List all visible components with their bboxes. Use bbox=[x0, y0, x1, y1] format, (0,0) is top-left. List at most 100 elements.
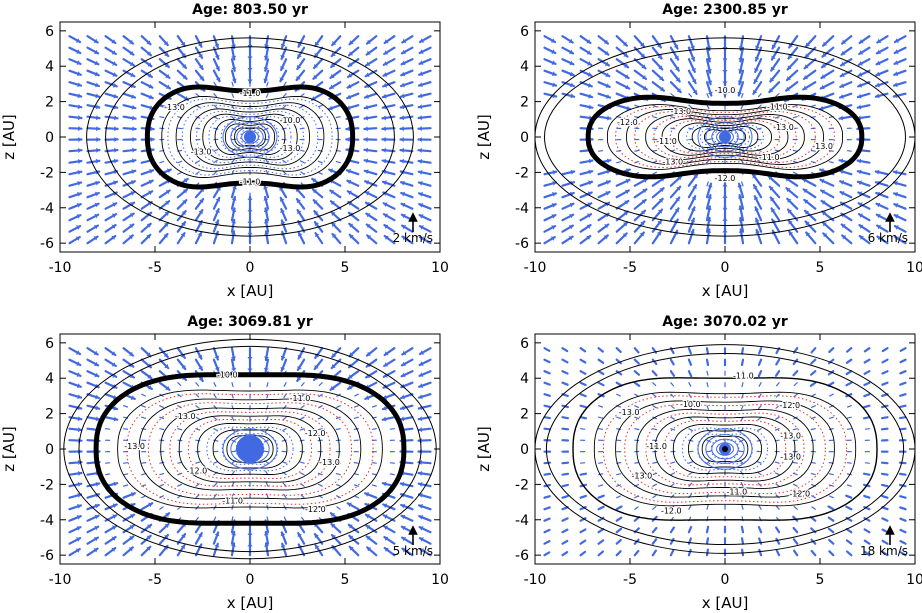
velocity-arrowhead bbox=[641, 210, 645, 215]
velocity-arrow bbox=[543, 461, 552, 465]
velocity-arrow bbox=[688, 393, 692, 399]
velocity-arrow bbox=[597, 416, 604, 419]
velocity-arrow bbox=[122, 462, 129, 464]
velocity-arrow bbox=[774, 428, 780, 431]
velocity-arrowhead bbox=[804, 75, 809, 80]
velocity-arrowhead bbox=[755, 229, 760, 234]
velocity-arrowhead bbox=[94, 202, 99, 208]
contour-label: -11.0 bbox=[290, 394, 311, 403]
contour-label: -11.0 bbox=[727, 488, 748, 497]
contour-label: -10.0 bbox=[217, 371, 238, 380]
velocity-arrowhead bbox=[95, 180, 99, 186]
velocity-arrowhead bbox=[130, 503, 135, 508]
contour-solid bbox=[678, 122, 772, 152]
contour-label: -13.0 bbox=[632, 471, 653, 480]
velocity-arrowhead bbox=[231, 78, 237, 83]
velocity-arrow bbox=[670, 382, 675, 387]
contour-solid bbox=[212, 429, 288, 469]
velocity-arrowhead bbox=[114, 115, 118, 121]
velocity-arrow bbox=[652, 104, 658, 108]
central-shell bbox=[241, 130, 259, 144]
velocity-arrow bbox=[616, 161, 622, 164]
velocity-arrowhead bbox=[859, 39, 864, 44]
velocity-arrow bbox=[354, 405, 359, 408]
velocity-arrowhead bbox=[722, 81, 728, 85]
velocity-arrowhead bbox=[114, 136, 118, 143]
velocity-arrow bbox=[561, 539, 569, 545]
velocity-arrow bbox=[159, 405, 164, 408]
velocity-arrowhead bbox=[551, 71, 556, 77]
velocity-arrowhead bbox=[706, 57, 712, 62]
velocity-arrowhead bbox=[77, 169, 82, 175]
velocity-arrowhead bbox=[280, 209, 285, 214]
velocity-arrowhead bbox=[128, 547, 133, 552]
velocity-arrowhead bbox=[604, 61, 609, 66]
central-core bbox=[244, 131, 256, 143]
central-shell bbox=[711, 126, 739, 148]
velocity-arrowhead bbox=[348, 374, 353, 379]
y-tick-label: -4 bbox=[515, 513, 529, 529]
velocity-arrowhead bbox=[401, 202, 406, 208]
velocity-arrowhead bbox=[130, 202, 135, 207]
velocity-arrowhead bbox=[402, 225, 407, 230]
velocity-arrowhead bbox=[859, 50, 864, 55]
contour-dotted bbox=[147, 402, 353, 496]
velocity-arrowhead bbox=[383, 503, 388, 509]
velocity-arrowhead bbox=[128, 235, 133, 240]
velocity-arrowhead bbox=[76, 71, 81, 77]
velocity-arrow bbox=[579, 393, 587, 398]
velocity-arrow bbox=[177, 461, 183, 464]
x-tick-label: 10 bbox=[906, 572, 922, 588]
velocity-arrow bbox=[898, 427, 907, 431]
y-tick-label: -2 bbox=[515, 477, 529, 493]
y-tick-label: 0 bbox=[520, 130, 529, 146]
velocity-arrow bbox=[282, 428, 287, 432]
velocity-arrowhead bbox=[787, 65, 792, 70]
velocity-arrow bbox=[282, 93, 287, 98]
axis-ticks bbox=[59, 22, 441, 252]
velocity-arrowhead bbox=[752, 174, 757, 179]
velocity-arrow bbox=[881, 506, 889, 511]
velocity-arrowhead bbox=[857, 158, 862, 164]
velocity-arrow bbox=[810, 549, 817, 557]
velocity-arrowhead bbox=[366, 536, 371, 541]
velocity-arrowhead bbox=[349, 51, 354, 56]
velocity-arrowhead bbox=[78, 126, 82, 132]
velocity-arrowhead bbox=[753, 78, 759, 83]
velocity-arrowhead bbox=[182, 189, 187, 194]
central-core bbox=[719, 131, 731, 143]
velocity-arrow bbox=[863, 517, 871, 522]
velocity-arrowhead bbox=[113, 416, 118, 422]
velocity-arrowhead bbox=[623, 222, 628, 227]
velocity-arrow bbox=[706, 138, 712, 141]
velocity-arrowhead bbox=[150, 136, 154, 142]
velocity-arrowhead bbox=[659, 76, 664, 81]
velocity-arrow bbox=[792, 483, 798, 487]
velocity-arrow bbox=[318, 483, 323, 487]
velocity-arrow bbox=[231, 450, 237, 453]
contour-label: -13.0 bbox=[191, 147, 212, 156]
velocity-arrowhead bbox=[420, 236, 425, 241]
velocity-arrowhead bbox=[820, 168, 824, 174]
velocity-arrow bbox=[775, 505, 780, 510]
velocity-vectors bbox=[543, 347, 907, 557]
velocity-arrowhead bbox=[722, 70, 728, 74]
velocity-arrow bbox=[300, 494, 305, 499]
contour-label: -13.0 bbox=[780, 431, 801, 440]
velocity-arrowhead bbox=[401, 213, 406, 219]
y-tick-label: 6 bbox=[520, 24, 529, 40]
velocity-arrowhead bbox=[707, 91, 713, 96]
velocity-arrow bbox=[828, 550, 835, 557]
velocity-arrowhead bbox=[364, 126, 368, 132]
x-tick-label: 10 bbox=[906, 260, 922, 276]
velocity-arrowhead bbox=[419, 71, 424, 77]
velocity-arrowhead bbox=[146, 546, 151, 551]
velocity-arrow bbox=[669, 370, 676, 377]
velocity-arrow bbox=[881, 347, 889, 353]
central-dot bbox=[722, 446, 728, 452]
velocity-arrowhead bbox=[112, 191, 117, 197]
central-shell bbox=[236, 126, 264, 148]
velocity-arrow bbox=[177, 483, 182, 487]
velocity-arrow bbox=[706, 450, 712, 453]
